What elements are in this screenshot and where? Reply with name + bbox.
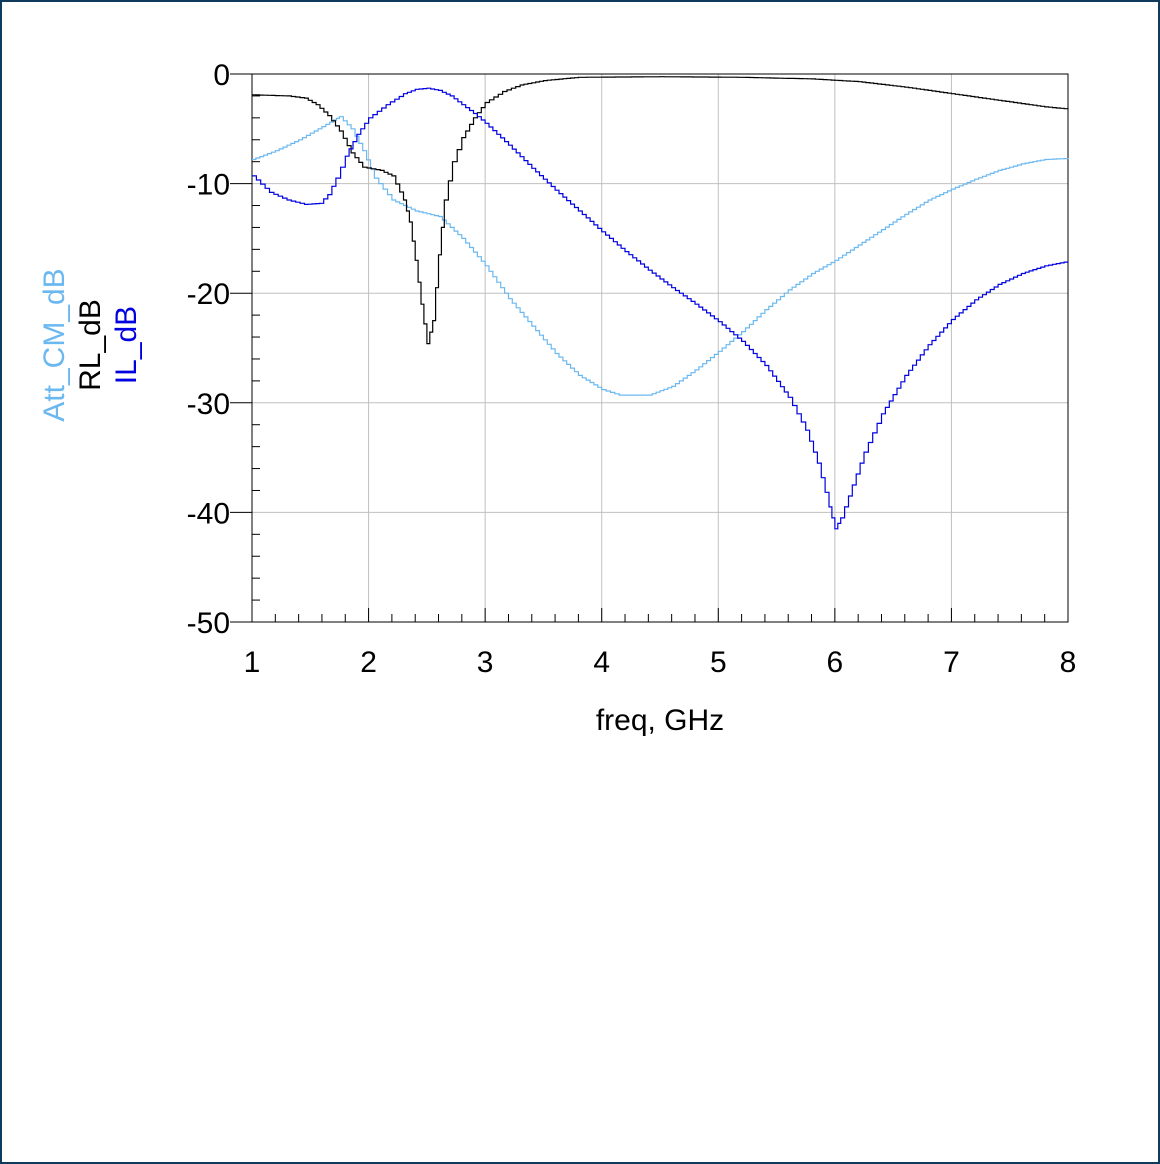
y-tick-label: -20 — [187, 278, 230, 311]
x-tick-label: 1 — [244, 646, 261, 679]
y-axis-label-att-cm-db: Att_CM_dB — [38, 268, 71, 421]
series-line-att-cm-db — [252, 116, 1069, 396]
y-tick-labels: 0 -10 -20 -30 -40 -50 — [187, 59, 230, 640]
x-tick-label: 6 — [827, 646, 844, 679]
series-layer — [252, 76, 1069, 530]
series-line-il-db — [252, 87, 1069, 530]
y-tick-label: 0 — [213, 59, 230, 92]
y-axis-label-rl-db: RL_dB — [74, 299, 107, 391]
plot-area-border — [251, 73, 1069, 623]
x-tick-label: 8 — [1060, 646, 1077, 679]
y-axis-label-il-db: IL_dB — [110, 306, 143, 384]
y-tick-label: -30 — [187, 388, 230, 421]
y-axis-labels: Att_CM_dB RL_dB IL_dB — [38, 268, 143, 421]
x-tick-label: 2 — [360, 646, 377, 679]
x-tick-labels: 1 2 3 4 5 6 7 8 — [244, 646, 1077, 679]
grid-lines — [252, 74, 1068, 622]
y-tick-label: -40 — [187, 497, 230, 530]
x-tick-label: 3 — [477, 646, 494, 679]
y-tick-label: -50 — [187, 607, 230, 640]
x-tick-label: 5 — [710, 646, 727, 679]
minor-ticks — [230, 73, 1069, 623]
x-tick-label: 4 — [593, 646, 610, 679]
x-axis-label: freq, GHz — [596, 704, 724, 737]
x-tick-label: 7 — [943, 646, 960, 679]
series-line-rl-db — [252, 76, 1069, 345]
y-tick-label: -10 — [187, 169, 230, 202]
